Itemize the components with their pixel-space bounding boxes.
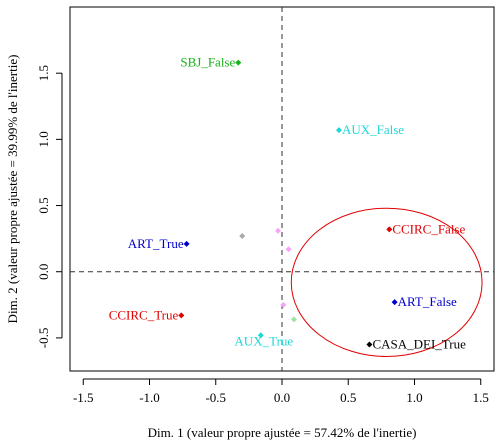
x-tick-label: -0.5 bbox=[205, 390, 226, 405]
highlight-ellipse-layer bbox=[290, 207, 483, 357]
x-tick-label: 1.0 bbox=[406, 390, 422, 405]
data-point bbox=[335, 127, 342, 134]
x-axis-label: Dim. 1 (valeur propre ajustée = 57.42% d… bbox=[148, 425, 417, 440]
data-point-label: AUX_True bbox=[234, 333, 293, 348]
data-point-label: SBJ_False bbox=[180, 55, 235, 70]
y-tick-label: 0.5 bbox=[36, 197, 51, 213]
data-point bbox=[366, 341, 373, 348]
y-axis-label: Dim. 2 (valeur propre ajustée = 39.99% d… bbox=[5, 55, 20, 324]
data-point-label: AUX_False bbox=[342, 122, 404, 137]
data-point bbox=[235, 59, 242, 66]
data-point bbox=[257, 332, 264, 339]
y-tick-label: -0.5 bbox=[36, 328, 51, 349]
x-tick-label: 0.5 bbox=[340, 390, 356, 405]
reference-lines bbox=[70, 7, 494, 371]
data-points: SBJ_False AUX_False ART_True CCIRC_False CCI… bbox=[109, 55, 466, 352]
highlight-ellipse bbox=[290, 207, 483, 357]
x-tick-label: -1.0 bbox=[139, 390, 160, 405]
data-point-label: ART_False bbox=[398, 294, 457, 309]
data-point-label: CCIRC_False bbox=[392, 221, 465, 236]
y-tick-label: 1.5 bbox=[36, 65, 51, 81]
data-point-label: CASA_DEI_True bbox=[372, 337, 466, 352]
data-point bbox=[285, 246, 292, 253]
x-tick-label: 0.0 bbox=[274, 390, 290, 405]
data-point-label: ART_True bbox=[128, 236, 184, 251]
y-tick-label: 0.0 bbox=[36, 264, 51, 280]
x-axis: -1.5 -1.0 -0.5 0.0 0.5 1.0 1.5 bbox=[73, 378, 489, 405]
data-point bbox=[239, 232, 246, 239]
x-tick-label: 1.5 bbox=[473, 390, 489, 405]
data-point bbox=[183, 240, 190, 247]
data-point bbox=[275, 227, 282, 234]
data-point bbox=[178, 312, 185, 319]
data-point bbox=[280, 301, 287, 308]
x-tick-label: -1.5 bbox=[73, 390, 94, 405]
data-point bbox=[386, 226, 393, 233]
y-axis: -0.5 0.0 0.5 1.0 1.5 bbox=[36, 65, 63, 349]
data-point bbox=[391, 299, 398, 306]
y-tick-label: 1.0 bbox=[36, 131, 51, 147]
data-point-label: CCIRC_True bbox=[109, 307, 179, 322]
data-point bbox=[290, 316, 297, 323]
